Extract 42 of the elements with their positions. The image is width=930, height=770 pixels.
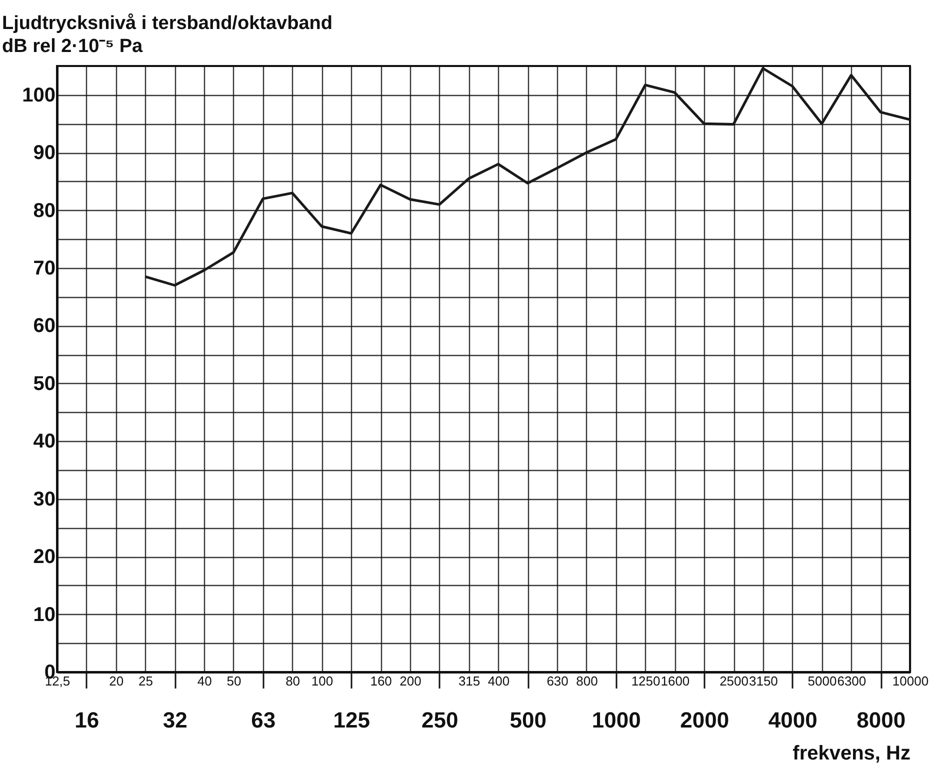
x-tick-label: 63 [251,708,276,732]
y-tick-label: 70 [33,258,56,280]
chart-title: Ljudtrycksnivå i tersband/oktavband [2,13,332,34]
x-tick-label: 40 [197,674,212,688]
x-tick-label: 315 [458,674,480,688]
y-tick-label: 30 [33,488,56,510]
x-tick-label: 50 [226,674,242,688]
x-tick-label: 200 [400,674,422,688]
y-tick-label: 90 [33,142,56,164]
x-tick-label: 500 [510,708,546,732]
x-tick-label: 100 [311,674,334,688]
x-tick-label: 4000 [768,708,818,732]
y-tick-label: 80 [33,200,56,222]
x-tick-label: 1000 [592,708,641,732]
x-tick-label: 5000 [808,674,837,688]
y-tick-label: 10 [33,604,56,626]
y-tick-label: 50 [33,372,56,395]
x-tick-label: 400 [488,674,510,688]
x-tick-label: 3150 [748,674,778,688]
x-tick-label: 800 [576,674,598,688]
y-tick-label: 20 [33,546,56,568]
x-tick-label: 16 [74,708,100,732]
x-tick-label: 2000 [680,708,730,732]
x-tick-label: 125 [333,708,370,732]
x-tick-label: 20 [109,674,124,688]
x-tick-label: 6300 [837,674,866,688]
y-tick-label: 100 [22,84,56,106]
x-tick-label: 160 [370,674,392,688]
y-tick-label: 40 [33,430,56,453]
x-tick-label: 1250 [631,674,660,688]
x-tick-label: 8000 [856,708,906,732]
y-axis-title: dB rel 2·10⁻⁵ Pa [2,36,144,57]
x-tick-label: 25 [138,674,153,688]
x-axis-title: frekvens, Hz [792,742,910,764]
x-tick-label: 1600 [660,674,690,688]
x-tick-label: 80 [286,674,300,688]
x-tick-label: 10000 [892,674,929,688]
y-tick-label: 60 [33,315,56,338]
x-tick-label: 250 [422,708,458,732]
x-tick-label: 630 [546,674,568,688]
x-tick-label: 2500 [720,674,748,688]
x-tick-label: 32 [162,708,188,732]
